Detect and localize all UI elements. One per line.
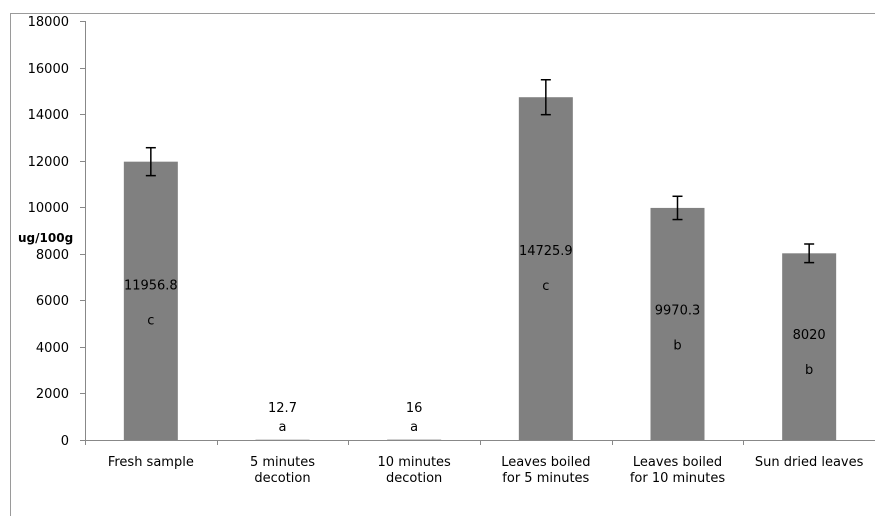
significance-letter: a [279, 420, 287, 435]
x-category-label: decotion [254, 471, 310, 486]
data-value-label: 8020 [793, 328, 826, 343]
x-category-label: Leaves boiled [501, 455, 590, 470]
bar [518, 97, 573, 440]
x-category-label: decotion [386, 471, 442, 486]
x-category-label: Fresh sample [108, 455, 194, 470]
y-tick-label: 18000 [28, 15, 69, 30]
x-category-label: for 10 minutes [630, 471, 726, 486]
x-category-label: Sun dried leaves [755, 455, 864, 470]
data-value-label: 14725.9 [519, 244, 573, 259]
data-labels: 11956.8 c 12.7 a 16 a 14725.9 c 9970.3 b 8020 b [124, 244, 826, 435]
y-tick-label: 16000 [28, 62, 69, 77]
bars [123, 79, 837, 440]
y-tick-label: 6000 [36, 294, 69, 309]
bar [123, 161, 178, 440]
significance-letter: c [542, 279, 549, 294]
significance-letter: b [673, 339, 681, 354]
x-category-label: for 5 minutes [502, 471, 589, 486]
significance-letter: b [805, 363, 813, 378]
y-tick-label: 4000 [36, 341, 69, 356]
y-axis: 0 2000 4000 6000 8000 10000 12000 14000 16000 180… [28, 15, 86, 449]
significance-letter: a [410, 420, 418, 435]
chart-border [10, 13, 875, 516]
y-tick-label: 0 [61, 434, 69, 449]
data-value-label: 9970.3 [655, 304, 701, 319]
y-tick-label: 12000 [28, 155, 69, 170]
y-tick-label: 8000 [36, 248, 69, 263]
y-axis-label: ug/100g [18, 231, 73, 245]
significance-letter: c [147, 314, 154, 329]
y-tick-label: 14000 [28, 108, 69, 123]
y-tick-label: 2000 [36, 387, 69, 402]
x-category-label: 10 minutes [378, 455, 452, 470]
data-value-label: 12.7 [268, 401, 297, 416]
y-tick-label: 10000 [28, 201, 69, 216]
bar [782, 253, 837, 440]
x-category-label: 5 minutes [250, 455, 315, 470]
x-category-label: Leaves boiled [633, 455, 722, 470]
bar [650, 207, 705, 440]
data-value-label: 16 [406, 401, 423, 416]
data-value-label: 11956.8 [124, 279, 178, 294]
